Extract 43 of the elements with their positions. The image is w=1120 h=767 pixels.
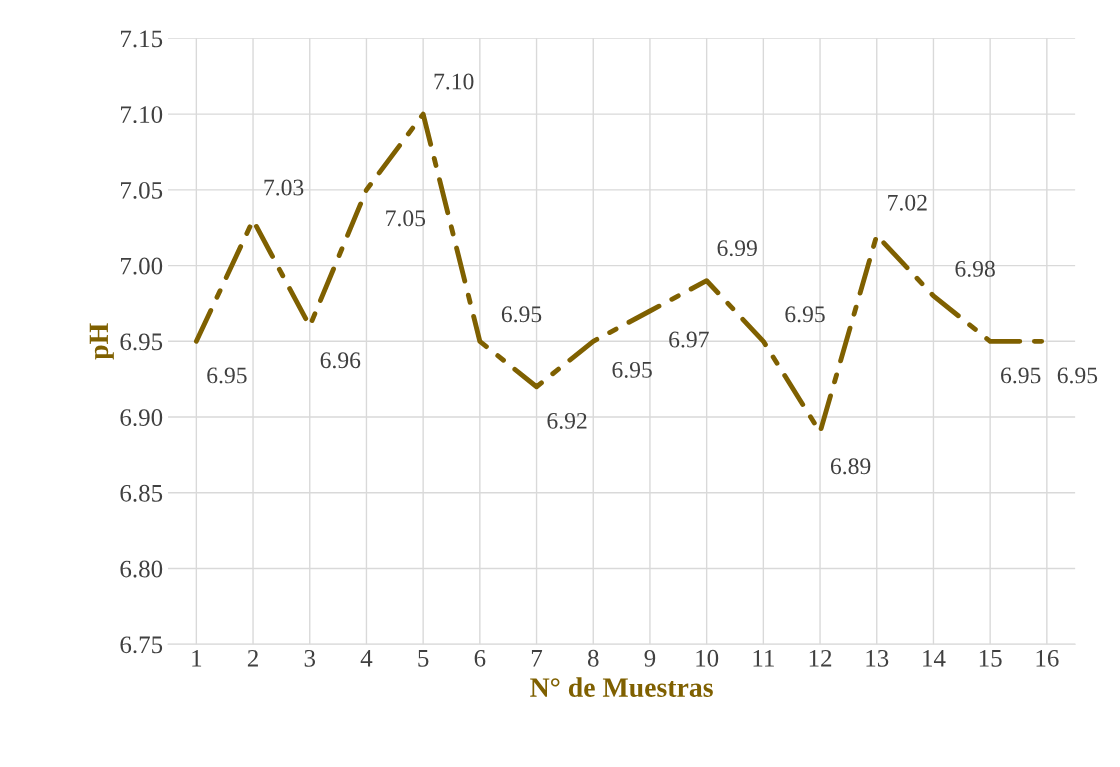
y-tick-label: 7.15 bbox=[121, 30, 163, 48]
data-label: 6.96 bbox=[320, 352, 361, 369]
y-axis-title: pH bbox=[89, 323, 114, 360]
x-tick-label: 8 bbox=[587, 649, 599, 667]
x-tick-label: 6 bbox=[474, 649, 486, 667]
data-label: 6.95 bbox=[207, 367, 247, 384]
y-tick-label: 7.10 bbox=[121, 106, 163, 124]
y-tick-label: 6.95 bbox=[120, 333, 163, 351]
x-tick-label: 11 bbox=[753, 649, 774, 667]
data-label: 7.05 bbox=[386, 210, 426, 227]
y-tick-label: 7.00 bbox=[121, 257, 163, 275]
data-label: 7.10 bbox=[434, 73, 474, 90]
data-label: 6.89 bbox=[830, 458, 871, 475]
data-label: 6.92 bbox=[547, 412, 587, 429]
x-tick-label: 14 bbox=[923, 649, 946, 667]
x-tick-label: 4 bbox=[360, 650, 373, 667]
data-label: 7.02 bbox=[888, 194, 927, 211]
data-label: 6.95 bbox=[1001, 367, 1041, 384]
data-label: 7.03 bbox=[264, 179, 304, 196]
data-label: 6.99 bbox=[717, 240, 757, 257]
x-tick-label: 5 bbox=[418, 650, 429, 667]
x-axis-title: N° de Muestras bbox=[530, 677, 713, 697]
data-label: 6.95 bbox=[785, 306, 825, 323]
data-label: 6.98 bbox=[955, 260, 995, 277]
y-tick-label: 6.75 bbox=[120, 636, 163, 654]
x-tick-label: 16 bbox=[1036, 649, 1059, 667]
y-tick-label: 6.85 bbox=[120, 484, 163, 502]
x-tick-label: 7 bbox=[531, 650, 543, 667]
data-label: 6.97 bbox=[669, 331, 709, 348]
x-tick-label: 15 bbox=[979, 649, 1002, 667]
x-tick-label: 10 bbox=[696, 649, 719, 667]
y-tick-label: 7.05 bbox=[121, 181, 163, 199]
x-tick-label: 9 bbox=[644, 649, 656, 667]
x-tick-label: 3 bbox=[304, 649, 316, 667]
y-tick-label: 6.90 bbox=[120, 409, 163, 427]
x-tick-label: 2 bbox=[247, 649, 258, 667]
x-tick-label: 1 bbox=[192, 649, 202, 667]
data-label: 6.95 bbox=[1057, 367, 1098, 384]
y-tick-label: 6.80 bbox=[120, 560, 163, 578]
data-label: 6.95 bbox=[501, 306, 542, 323]
x-tick-label: 13 bbox=[866, 649, 889, 667]
x-tick-label: 12 bbox=[809, 649, 832, 667]
data-label: 6.95 bbox=[612, 361, 652, 378]
